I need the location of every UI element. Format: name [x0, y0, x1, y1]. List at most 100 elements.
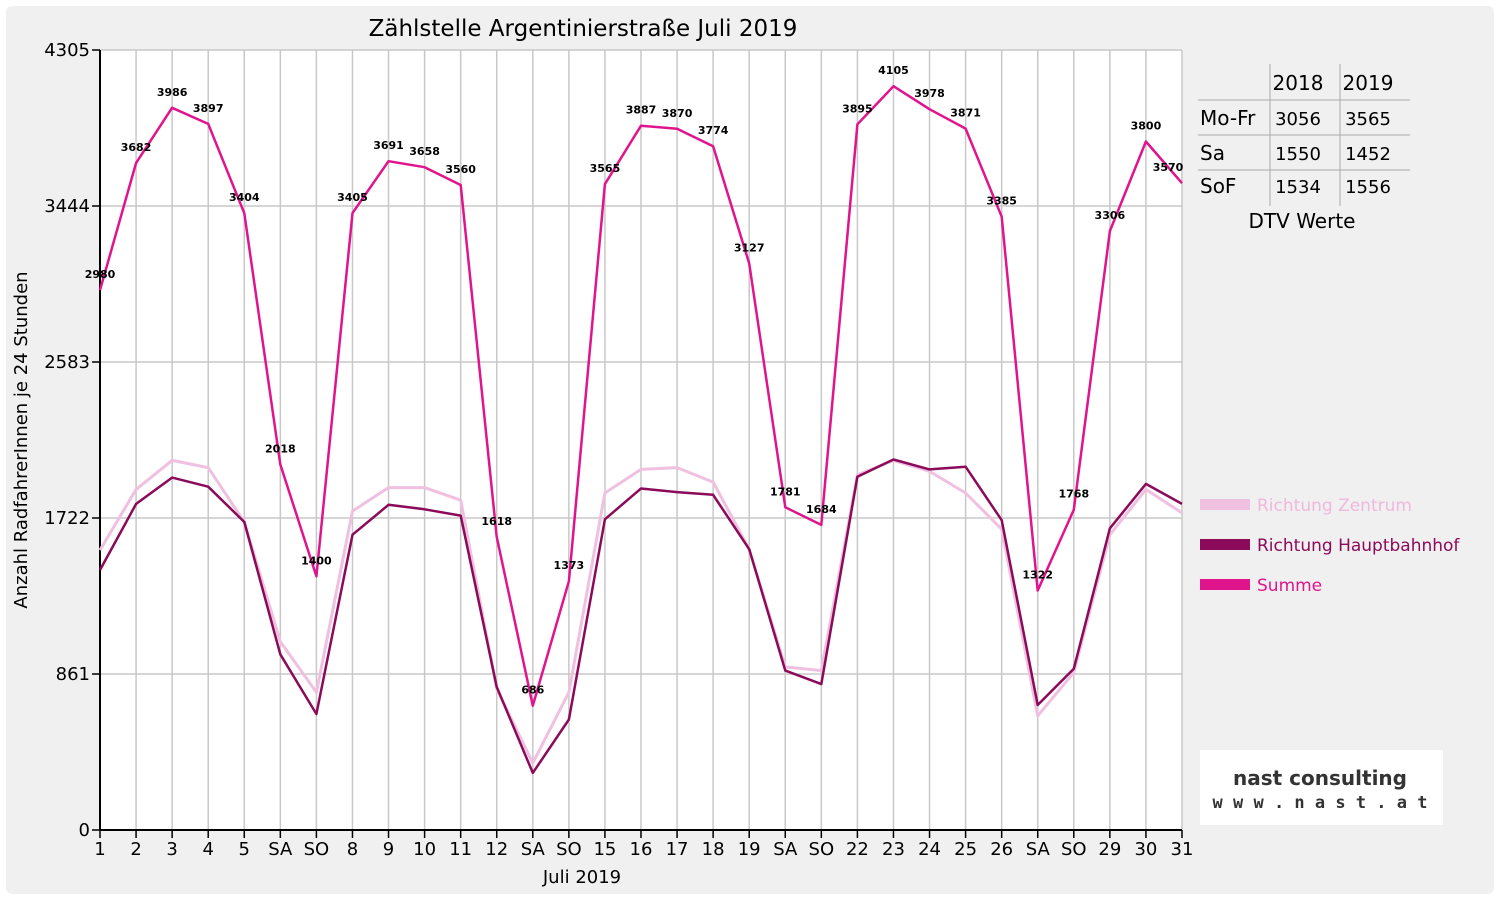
table-cell: 3565 — [1345, 109, 1391, 130]
data-label: 3682 — [121, 141, 152, 154]
x-tick-label: SO — [1061, 839, 1087, 860]
data-label: 3404 — [229, 191, 260, 204]
x-tick-label: 15 — [593, 839, 616, 860]
x-tick-label: 22 — [846, 839, 869, 860]
data-label: 3871 — [950, 107, 981, 120]
data-label: 686 — [521, 684, 544, 697]
data-label: 3887 — [626, 104, 657, 117]
table-caption: DTV Werte — [1249, 209, 1356, 233]
data-label: 3870 — [662, 107, 693, 120]
data-label: 3895 — [842, 102, 873, 115]
company-logo: nast consulting w w w . n a s t . a t — [1200, 750, 1443, 825]
x-tick-label: 17 — [666, 839, 689, 860]
series-line-3 — [98, 84, 1183, 707]
table-cell: 1534 — [1275, 177, 1321, 198]
x-tick-label: SO — [304, 839, 330, 860]
data-label: 3385 — [986, 195, 1017, 208]
table-row-label: Mo-Fr — [1200, 106, 1256, 130]
x-tick-label: 3 — [166, 839, 177, 860]
table-row-label: SoF — [1200, 174, 1236, 198]
x-tick-label: 25 — [954, 839, 977, 860]
y-tick-label: 3444 — [44, 196, 90, 217]
x-tick-label: 4 — [202, 839, 213, 860]
x-tick-label: 18 — [702, 839, 725, 860]
table-cell: 1452 — [1345, 144, 1391, 165]
data-label: 3658 — [409, 145, 440, 158]
x-tick-label: SO — [556, 839, 582, 860]
x-tick-label: 26 — [990, 839, 1013, 860]
data-label: 3800 — [1131, 119, 1162, 132]
table-cell: 3056 — [1275, 109, 1321, 130]
legend-label-2: Richtung Hauptbahnhof — [1257, 536, 1460, 556]
series-lines — [98, 84, 1183, 775]
data-label: 1400 — [301, 554, 332, 567]
x-tick-label: 8 — [347, 839, 358, 860]
data-label: 3306 — [1095, 209, 1126, 222]
x-tick-label: 19 — [738, 839, 761, 860]
data-label: 2018 — [265, 442, 296, 455]
x-tick-label: 23 — [882, 839, 905, 860]
x-tick-label: 16 — [630, 839, 653, 860]
legend-swatch-3 — [1200, 579, 1250, 590]
data-label: 3691 — [373, 139, 404, 152]
x-tick-label: SA — [773, 839, 798, 860]
x-tick-label: SA — [1026, 839, 1051, 860]
data-label: 3127 — [734, 241, 765, 254]
data-label: 1768 — [1058, 488, 1089, 501]
y-tick-label: 0 — [79, 820, 90, 841]
x-tick-label: SA — [521, 839, 546, 860]
x-tick-label: SA — [268, 839, 293, 860]
table-header-2018: 2018 — [1273, 71, 1324, 95]
x-tick-label: 9 — [383, 839, 394, 860]
x-tick-label: 30 — [1134, 839, 1157, 860]
x-tick-label: 2 — [130, 839, 141, 860]
data-label: 3560 — [445, 163, 476, 176]
data-label: 3897 — [193, 102, 224, 115]
data-label: 2980 — [85, 268, 116, 281]
y-axis-title: Anzahl RadfahrerInnen je 24 Stunden — [11, 271, 32, 608]
data-label: 3570 — [1153, 161, 1184, 174]
x-tick-label: 1 — [94, 839, 105, 860]
table-cell: 1556 — [1345, 177, 1391, 198]
chart-title: Zählstelle Argentinierstraße Juli 2019 — [369, 16, 798, 42]
data-label: 1684 — [806, 503, 837, 516]
x-tick-label: 11 — [449, 839, 472, 860]
table-header-2019: 2019 — [1343, 71, 1394, 95]
x-tick-label: 12 — [485, 839, 508, 860]
data-label: 1618 — [481, 515, 512, 528]
dtv-table: 2018 2019 Mo-Fr 3056 3565 Sa 1550 1452 S… — [1198, 64, 1410, 233]
legend: Richtung Zentrum Richtung Hauptbahnhof Sum… — [1200, 496, 1460, 596]
y-tick-label: 4305 — [44, 40, 90, 61]
data-label: 3978 — [914, 87, 945, 100]
table-cell: 1550 — [1275, 144, 1321, 165]
x-tick-label: 24 — [918, 839, 941, 860]
y-tick-label: 2583 — [44, 352, 90, 373]
table-row-label: Sa — [1200, 141, 1225, 165]
series-line-1 — [98, 458, 1183, 765]
legend-label-1: Richtung Zentrum — [1257, 496, 1412, 516]
data-label: 3986 — [157, 86, 188, 99]
data-label: 3565 — [590, 162, 621, 175]
data-label: 3774 — [698, 124, 729, 137]
data-labels: 2980 3682 3986 3897 3404 2018 1400 3405 3691 3658… — [85, 64, 1184, 696]
legend-swatch-1 — [1200, 499, 1250, 510]
data-label: 1373 — [554, 559, 585, 572]
legend-swatch-2 — [1200, 539, 1250, 550]
x-axis-title: Juli 2019 — [542, 867, 621, 888]
logo-url-text: w w w . n a s t . a t — [1213, 793, 1428, 813]
x-tick-label: 31 — [1171, 839, 1194, 860]
series-line-2 — [98, 458, 1183, 775]
x-tick-label: 5 — [239, 839, 250, 860]
x-tick-label: SO — [809, 839, 835, 860]
data-label: 4105 — [878, 64, 909, 77]
data-label: 1781 — [770, 485, 801, 498]
y-tick-label: 1722 — [44, 508, 90, 529]
data-label: 3405 — [337, 191, 368, 204]
y-tick-label: 861 — [56, 664, 90, 685]
data-label: 1322 — [1022, 568, 1053, 581]
legend-label-3: Summe — [1257, 576, 1322, 596]
x-tick-label: 29 — [1098, 839, 1121, 860]
x-tick-label: 10 — [413, 839, 436, 860]
